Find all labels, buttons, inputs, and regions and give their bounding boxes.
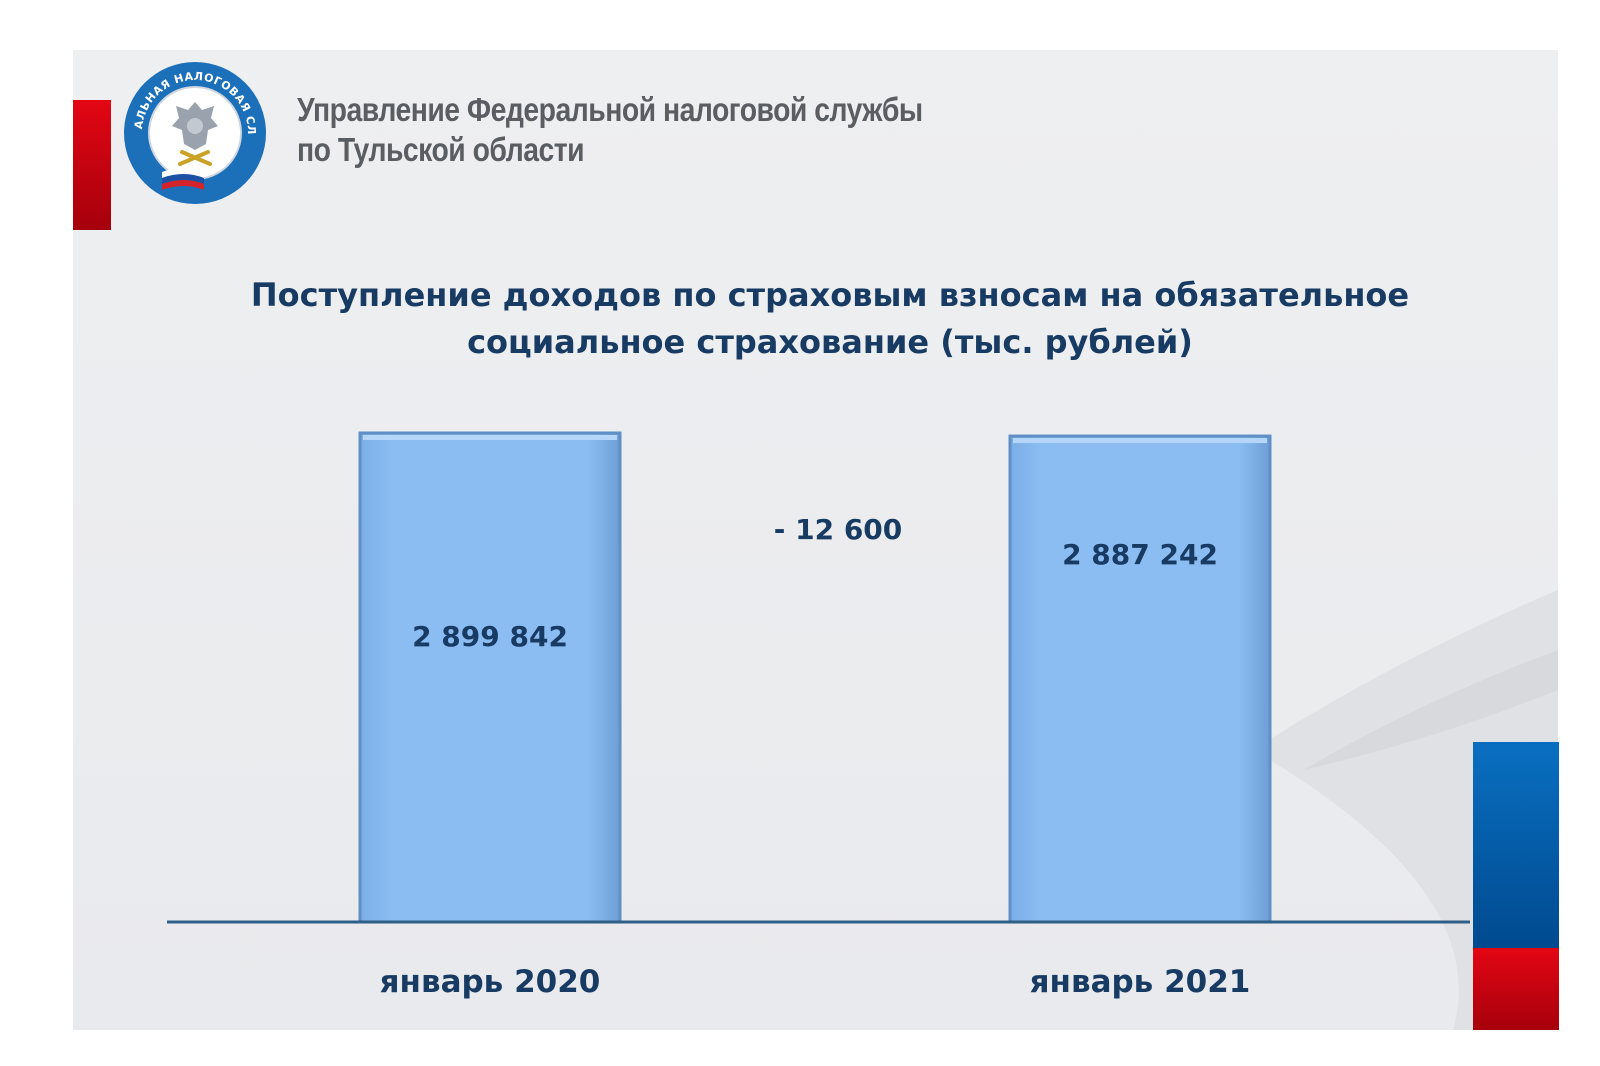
labels-layer: 2 899 842 январь 2020 2 887 242 январь 2021…: [380, 513, 1251, 1000]
bar-1: [358, 431, 622, 924]
accent-bar-red-right: [1473, 948, 1559, 1030]
data-label-1: 2 899 842: [412, 620, 568, 653]
bar-2: [1008, 434, 1272, 924]
category-label-2: январь 2021: [1030, 964, 1251, 1000]
bar-rect-2: [1008, 434, 1272, 924]
accent-bar-red-left: [73, 100, 111, 230]
russian-flag-icon: [162, 168, 204, 190]
bar-highlight-2: [1013, 438, 1267, 444]
header-title-line1: Управление Федеральной налоговой службы: [297, 91, 923, 128]
data-label-2: 2 887 242: [1062, 538, 1218, 571]
chart-title: Поступление доходов по страховым взносам…: [180, 272, 1480, 366]
fns-logo: ФЕДЕРАЛЬНАЯ НАЛОГОВАЯ СЛУЖБА: [122, 60, 266, 204]
bars-layer: [358, 431, 1272, 924]
difference-label: - 12 600: [774, 513, 903, 546]
double-headed-eagle-icon: [172, 102, 218, 166]
category-label-1: январь 2020: [380, 964, 601, 1000]
header-title: Управление Федеральной налоговой службы …: [297, 90, 923, 170]
header-title-line2: по Тульской области: [297, 131, 585, 168]
slide-background: [73, 50, 1558, 1030]
accent-bar-blue-right: [1473, 742, 1559, 948]
bar-rect-1: [358, 431, 622, 924]
chart-title-line1: Поступление доходов по страховым взносам…: [250, 276, 1410, 314]
chart-title-line2: социальное страхование (тыс. рублей): [467, 323, 1193, 361]
bar-highlight-1: [363, 435, 617, 440]
